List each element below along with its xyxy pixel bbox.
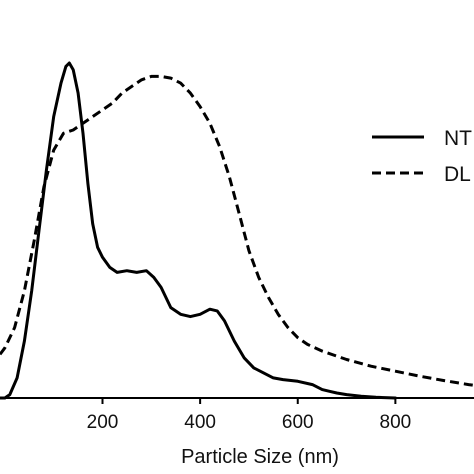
x-axis: 200 400 600 800 — [0, 397, 474, 433]
series-layer — [0, 61, 474, 400]
x-tick-label: 600 — [282, 412, 314, 433]
series-line-dl — [0, 74, 474, 387]
legend-label-dl: DL — [444, 163, 471, 186]
legend: NT DL — [372, 127, 472, 186]
x-axis-title: Particle Size (nm) — [181, 446, 339, 468]
legend-label-nt: NT — [444, 127, 472, 150]
x-tick-label: 800 — [380, 412, 412, 433]
series-line-nt — [0, 61, 397, 400]
x-tick-label: 200 — [87, 412, 119, 433]
x-tick-label: 400 — [184, 412, 216, 433]
